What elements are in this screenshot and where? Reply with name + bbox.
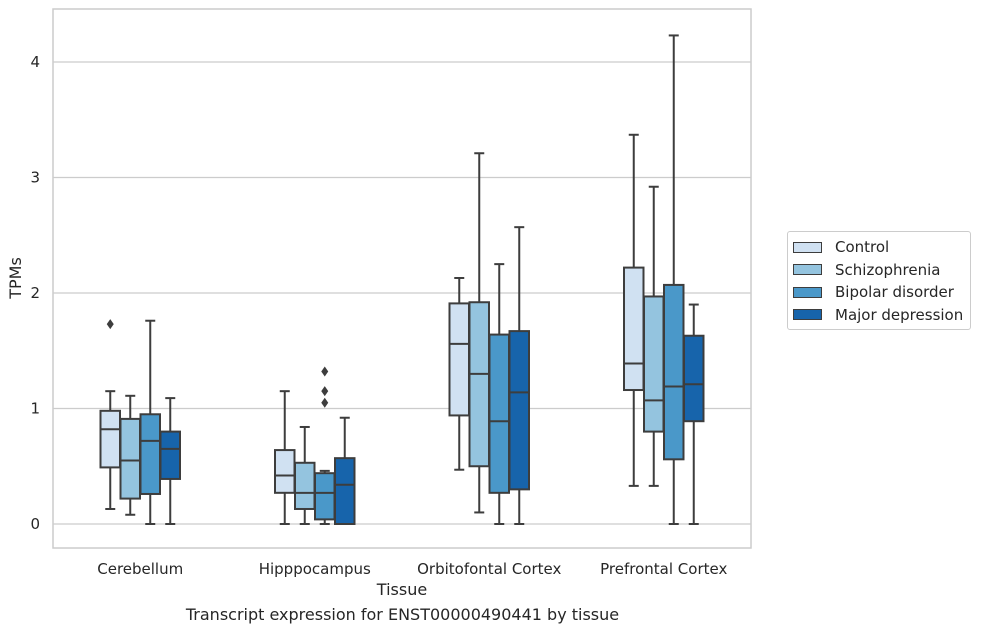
- legend-item-control: Control: [788, 236, 970, 259]
- y-tick-labels: 0 1 2 3 4: [30, 53, 40, 533]
- y-tick-label-4: 4: [30, 53, 40, 71]
- legend-item-major-depression: Major depression: [788, 304, 970, 327]
- x-tick-label-prefrontal-cortex: Prefrontal Cortex: [600, 560, 727, 578]
- y-axis-title: TPMs: [6, 257, 25, 300]
- iqr-box: [314, 472, 336, 521]
- outlier-point: [321, 366, 329, 377]
- outlier-point: [321, 397, 329, 408]
- box-major-depression-1: [334, 416, 356, 526]
- legend-swatch-control: [793, 241, 822, 253]
- iqr-box: [508, 330, 530, 491]
- x-tick-label-hipppocampus: Hipppocampus: [259, 560, 371, 578]
- legend-label-major-depression: Major depression: [835, 305, 964, 324]
- iqr-box: [119, 417, 141, 500]
- box-bipolar-disorder-2: [488, 263, 510, 525]
- box-control-3: [623, 133, 645, 487]
- figure-caption: Transcript expression for ENST0000049044…: [185, 605, 620, 624]
- iqr-box: [159, 430, 181, 480]
- outlier-point: [321, 386, 329, 397]
- outlier-point: [106, 319, 114, 330]
- x-axis-title: Tissue: [376, 580, 427, 599]
- x-tick-label-cerebellum: Cerebellum: [97, 560, 183, 578]
- iqr-box: [139, 413, 161, 495]
- y-tick-label-2: 2: [30, 284, 40, 302]
- x-tick-labels: Cerebellum Hipppocampus Orbitofontal Corte…: [97, 560, 727, 578]
- legend-label-bipolar-disorder: Bipolar disorder: [835, 283, 954, 302]
- x-tick-label-orbitofontal-cortex: Orbitofontal Cortex: [417, 560, 561, 578]
- box-control-1: [274, 390, 296, 525]
- iqr-box: [683, 334, 705, 423]
- legend-item-bipolar-disorder: Bipolar disorder: [788, 281, 970, 304]
- y-tick-label-1: 1: [30, 400, 40, 418]
- legend: Control Schizophrenia Bipolar disorder M…: [787, 231, 971, 330]
- box-control-2: [448, 276, 470, 471]
- legend-item-schizophrenia: Schizophrenia: [788, 259, 970, 282]
- legend-swatch-major-depression: [793, 309, 822, 321]
- iqr-box: [294, 461, 316, 510]
- legend-swatch-bipolar-disorder: [793, 286, 822, 298]
- box-bipolar-disorder-1: [314, 366, 336, 525]
- legend-label-schizophrenia: Schizophrenia: [835, 260, 941, 279]
- box-major-depression-2: [508, 226, 530, 525]
- plot-frame: [52, 8, 752, 549]
- iqr-box: [488, 333, 510, 494]
- iqr-box: [99, 409, 121, 469]
- iqr-box: [623, 266, 645, 392]
- iqr-box: [663, 283, 685, 461]
- iqr-box: [643, 295, 665, 433]
- iqr-box: [274, 449, 296, 494]
- box-major-depression-3: [683, 303, 705, 525]
- box-schizophrenia-1: [294, 425, 316, 525]
- box-major-depression-0: [159, 397, 181, 525]
- legend-swatch-schizophrenia: [793, 264, 822, 276]
- iqr-box: [468, 301, 490, 468]
- y-tick-label-0: 0: [30, 515, 40, 533]
- box-groups: [99, 34, 705, 526]
- iqr-box: [334, 457, 356, 526]
- box-schizophrenia-3: [643, 185, 665, 487]
- iqr-box: [448, 302, 470, 417]
- box-control-0: [99, 319, 121, 510]
- legend-label-control: Control: [835, 238, 890, 257]
- y-tick-label-3: 3: [30, 169, 40, 187]
